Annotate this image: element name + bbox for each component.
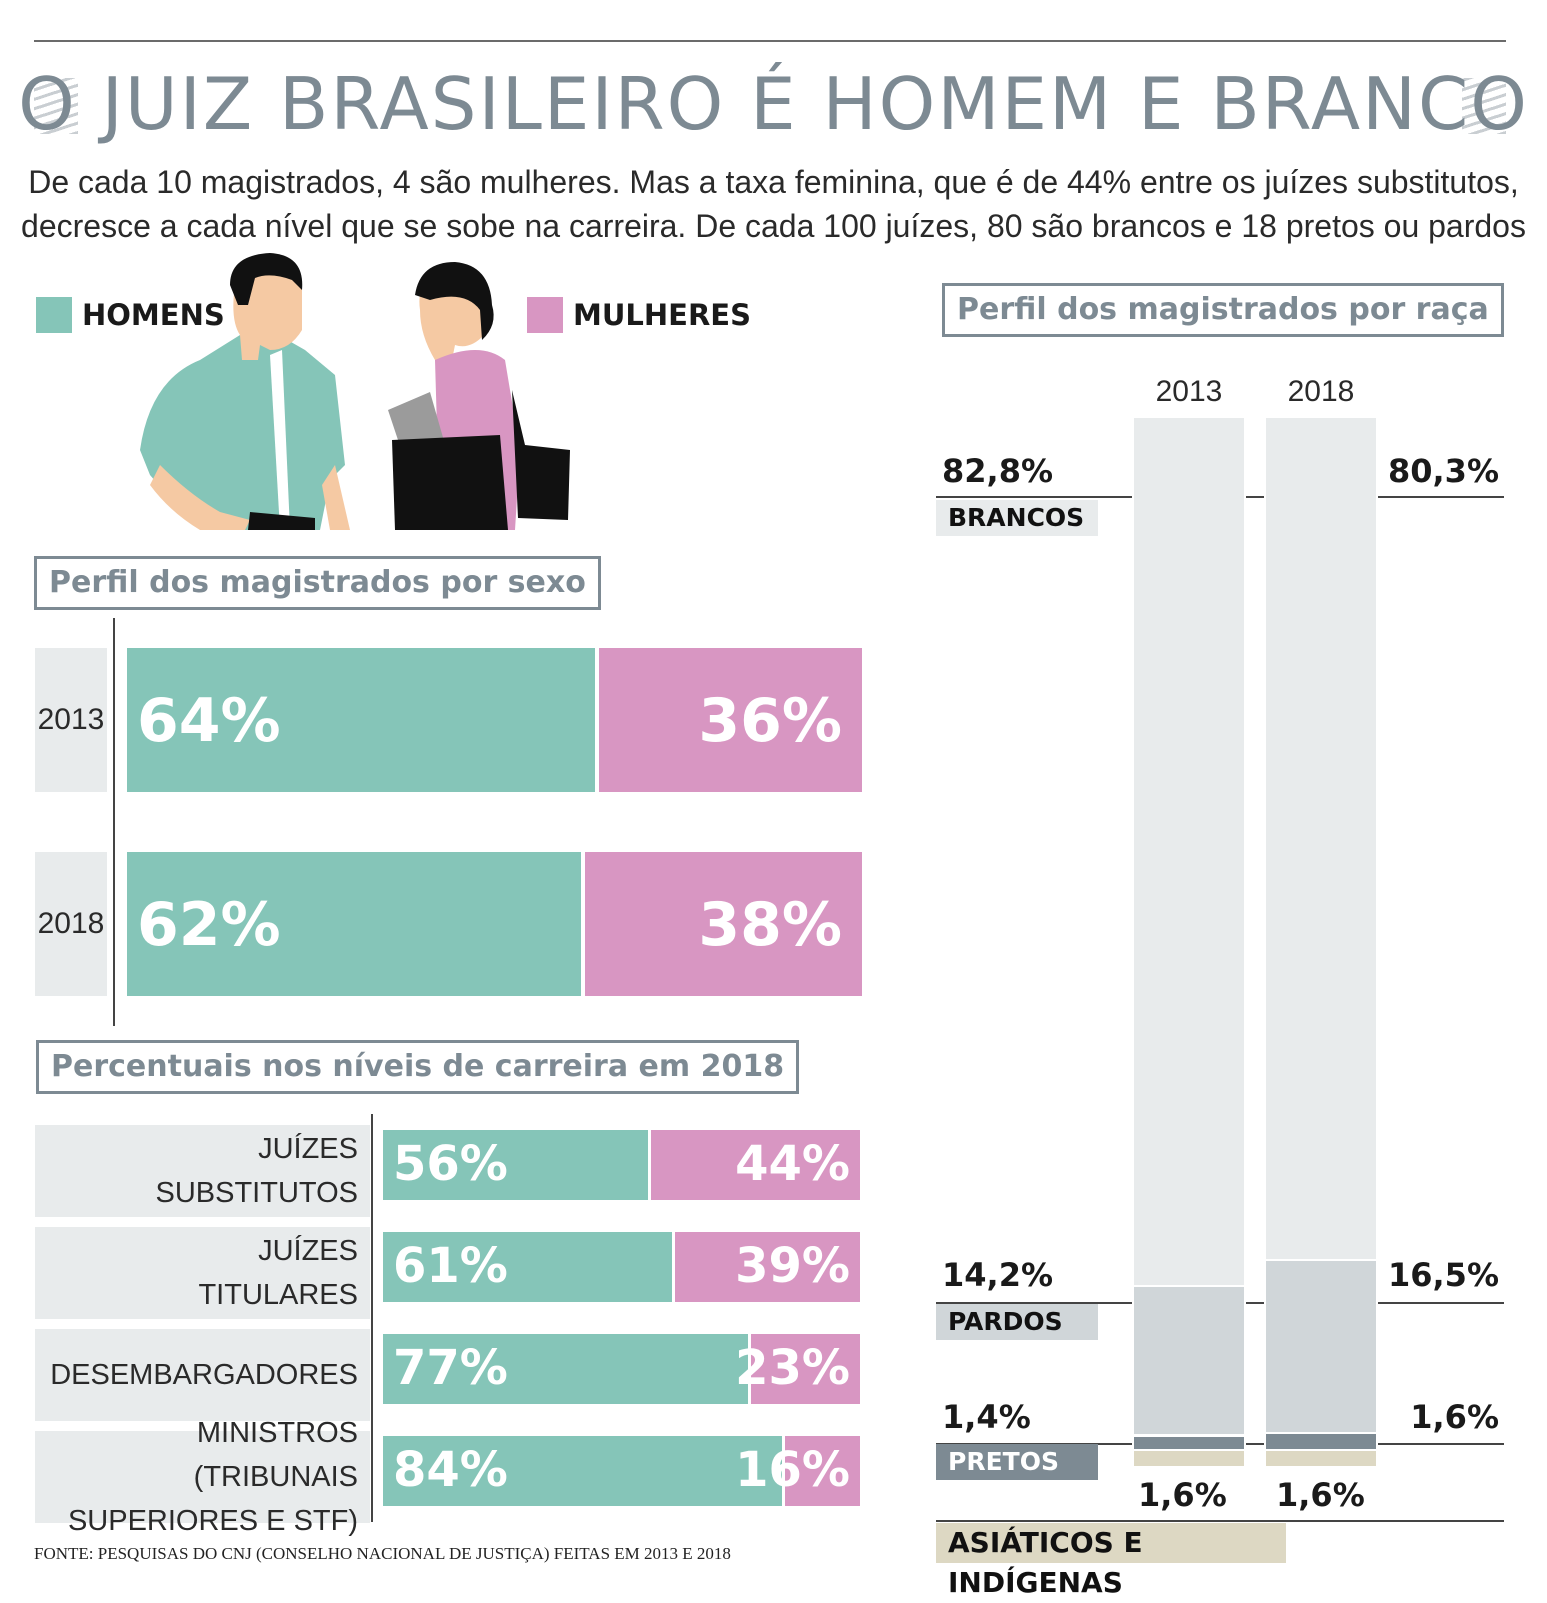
subtitle-line-2: decresce a cada nível que se sobe na car… (21, 208, 1526, 244)
carreira-value-women: 23% (735, 1340, 850, 1396)
chart-title-raca: Perfil dos magistrados por raça (942, 283, 1504, 337)
carreira-level-line-1: JUÍZES (258, 1133, 358, 1165)
carreira-bar-women (751, 1334, 860, 1404)
sexo-year-label: 2018 (35, 852, 107, 996)
judges-illustration (140, 253, 570, 530)
sexo-bar-women (584, 852, 862, 996)
carreira-value-men: 77% (393, 1340, 508, 1396)
sexo-bar-men (127, 852, 581, 996)
carreira-level-line-2: TITULARES (198, 1279, 358, 1311)
raca-value-2018-asiaticos: 1,6% (1276, 1476, 1365, 1514)
raca-value-2013-pretos: 1,4% (942, 1398, 1031, 1436)
sexo-value-men: 62% (137, 890, 281, 960)
carreira-level-label: JUÍZES SUBSTITUTOS (35, 1125, 370, 1217)
legend-label-men: HOMENS (82, 298, 225, 332)
page-title: O JUIZ BRASILEIRO É HOMEM E BRANCO (18, 62, 1529, 146)
raca-value-2018-brancos: 80,3% (1387, 452, 1499, 490)
carreira-value-women: 44% (735, 1136, 850, 1192)
carreira-level-label: MINISTROS (TRIBUNAIS SUPERIORES E STF) (35, 1417, 370, 1537)
raca-leader-mid-pretos (1246, 1443, 1264, 1445)
woman-figure (388, 262, 570, 530)
raca-year-label: 2018 (1287, 375, 1355, 408)
carreira-level-line-1: MINISTROS (TRIBUNAIS (193, 1417, 358, 1493)
carreira-value-men: 56% (393, 1136, 508, 1192)
raca-tag-brancos: BRANCOS (936, 500, 1098, 536)
carreira-bar-women (651, 1130, 860, 1200)
carreira-bar-women (674, 1232, 860, 1302)
carreira-bar-men (383, 1334, 749, 1404)
raca-tag-pretos: PRETOS (936, 1444, 1098, 1480)
raca-leader-mid-brancos (1246, 496, 1264, 498)
carreira-bar-women (784, 1436, 860, 1506)
raca-leader-left-brancos (936, 496, 1132, 498)
raca-seg-asiaticos (1134, 1451, 1244, 1466)
raca-tag-pardos: PARDOS (936, 1304, 1098, 1340)
sexo-value-women: 36% (698, 686, 842, 756)
chart-title-sexo: Perfil dos magistrados por sexo (34, 556, 601, 610)
chart-title-carreira: Percentuais nos níveis de carreira em 20… (36, 1040, 800, 1094)
raca-value-2013-asiaticos: 1,6% (1138, 1476, 1227, 1514)
carreira-value-men: 84% (393, 1442, 508, 1498)
carreira-value-women: 39% (735, 1238, 850, 1294)
sexo-value-women: 38% (698, 890, 842, 960)
legend-label-women: MULHERES (573, 298, 751, 332)
top-rule (34, 40, 1506, 42)
man-figure (140, 253, 350, 530)
carreira-axis-line (371, 1114, 373, 1522)
carreira-value-women: 16% (735, 1442, 850, 1498)
carreira-bar-men (383, 1436, 782, 1506)
legend-swatch-men (36, 297, 72, 333)
raca-leader-right-pardos (1378, 1302, 1504, 1304)
raca-value-2013-pardos: 14,2% (942, 1256, 1054, 1294)
raca-seg-pretos (1134, 1436, 1244, 1450)
hatch-decoration-right (1462, 78, 1506, 134)
raca-seg-pardos (1266, 1261, 1376, 1433)
hatch-decoration-left (34, 78, 78, 134)
raca-seg-brancos (1134, 418, 1244, 1286)
subtitle-line-1: De cada 10 magistrados, 4 são mulheres. … (28, 164, 1519, 200)
carreira-level-line-2: SUBSTITUTOS (155, 1177, 359, 1209)
raca-value-2018-pretos: 1,6% (1410, 1398, 1499, 1436)
raca-leader-right-brancos (1378, 496, 1504, 498)
raca-leader-left-pardos (936, 1302, 1132, 1304)
raca-seg-pardos (1134, 1287, 1244, 1435)
carreira-level-line-2: SUPERIORES E STF) (67, 1505, 358, 1537)
subtitle: De cada 10 magistrados, 4 são mulheres. … (20, 160, 1527, 248)
carreira-value-men: 61% (393, 1238, 508, 1294)
raca-seg-pretos (1266, 1434, 1376, 1450)
raca-tag-asiaticos: ASIÁTICOS E INDÍGENAS (936, 1523, 1286, 1599)
carreira-level-line-1: DESEMBARGADORES (50, 1359, 358, 1391)
raca-seg-asiaticos (1266, 1451, 1376, 1466)
raca-value-2018-pardos: 16,5% (1387, 1256, 1499, 1294)
carreira-level-label: DESEMBARGADORES (35, 1329, 370, 1421)
raca-leader-mid-pardos (1246, 1302, 1264, 1304)
raca-bottom-rule (936, 1520, 1504, 1522)
carreira-bar-men (383, 1232, 672, 1302)
sexo-value-men: 64% (137, 686, 281, 756)
raca-leader-right-pretos (1378, 1443, 1504, 1445)
sexo-bar-men (127, 648, 596, 792)
sexo-axis-line (113, 618, 115, 1026)
raca-value-2013-brancos: 82,8% (942, 452, 1054, 490)
sexo-bar-women (599, 648, 862, 792)
carreira-bar-men (383, 1130, 649, 1200)
raca-seg-brancos (1266, 418, 1376, 1260)
sexo-year-label: 2013 (35, 648, 107, 792)
source-note: FONTE: PESQUISAS DO CNJ (CONSELHO NACION… (34, 1544, 731, 1563)
legend-swatch-women (527, 297, 563, 333)
raca-year-label: 2013 (1155, 375, 1223, 408)
carreira-level-line-1: JUÍZES (258, 1235, 358, 1267)
carreira-level-label: JUÍZES TITULARES (35, 1227, 370, 1319)
